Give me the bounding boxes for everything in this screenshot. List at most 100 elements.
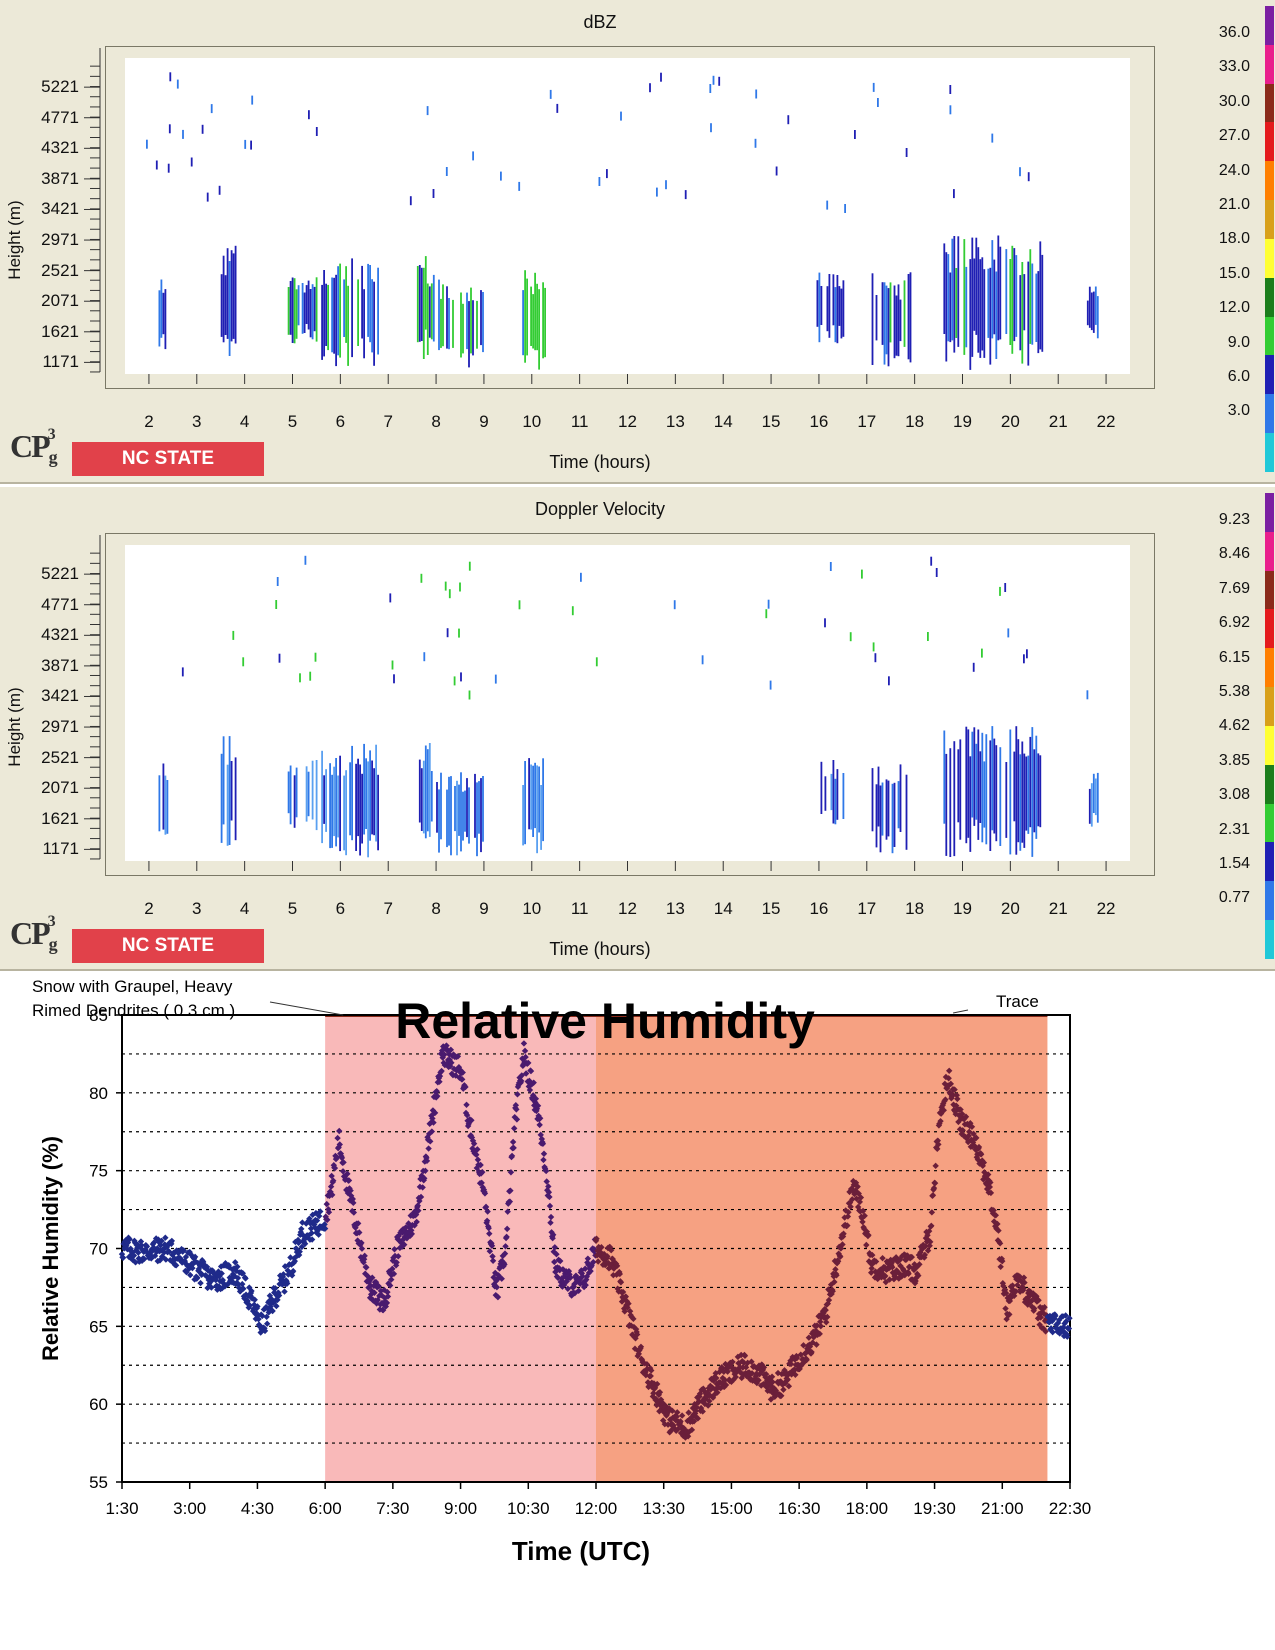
dbz-echo-cell-3 [377,267,379,355]
x-tick-label: 3:00 [173,1499,206,1518]
rh-data-point [356,1229,363,1236]
vel-echo-cell-3 [367,761,369,858]
dbz-noise-mark [155,160,158,170]
vel-echo-cell-5 [458,784,460,836]
rh-data-point [1036,1321,1043,1328]
cpg-logo: CPg3 [10,913,58,954]
trace-annotation-leader [953,1009,969,1014]
dbz-echo-cell-3 [333,277,335,354]
rh-data-point [390,1270,398,1278]
dbz-echo-cell-2 [301,283,304,334]
dbz-noise-mark [949,85,952,94]
rh-data-point [281,1288,288,1295]
velocity-plot-area [125,545,1130,861]
vel-noise-mark [299,673,301,683]
rh-data-point [383,1299,391,1307]
vel-noise-mark [849,632,852,642]
vel-echo-cell-2 [305,766,308,822]
vel-noise-mark [769,680,772,690]
rh-data-point [499,1252,507,1260]
x-tick-label: 19:30 [913,1499,956,1518]
dbz-echo-cell-1 [226,248,229,339]
vel-noise-mark [468,690,471,700]
x-tick-label: 18 [905,412,925,431]
x-tick-label: 14 [713,899,733,918]
dbz-echo-cell-10 [1094,286,1097,325]
vel-noise-mark [391,660,394,670]
rh-data-point [324,1216,331,1223]
vel-echo-cell-4 [430,771,433,822]
dbz-noise-mark [844,204,846,213]
colorbar-label: 33.0 [1218,58,1250,76]
colorbar-swatch [1265,687,1274,726]
vel-echo-cell-6 [530,764,532,830]
dbz-noise-mark [169,72,172,82]
velocity-frame [105,533,1155,876]
colorbar-swatch [1265,881,1274,921]
dbz-echo-cell-3 [331,277,333,353]
y-tick-label: 3421 [41,199,79,219]
rh-data-point [1035,1297,1042,1304]
vel-echo-cell-9 [973,727,976,826]
rh-data-point [869,1251,876,1259]
vel-echo-cell-9 [977,729,980,840]
rh-data-point [180,1247,187,1254]
x-tick-label: 10:30 [507,1499,550,1518]
rh-data-point [484,1208,491,1215]
vel-echo-cell-5 [462,791,464,841]
vel-echo-cell-3 [323,775,325,824]
colorbar-label: 9.23 [1218,511,1250,528]
x-tick-label: 9 [479,899,489,918]
vel-noise-mark [1086,690,1089,700]
rh-data-point [865,1258,873,1265]
dbz-echo-cell-2 [295,289,298,339]
rh-data-point [429,1107,437,1114]
rh-data-point [685,1409,692,1416]
rh-data-point [489,1253,496,1260]
rh-data-point [926,1242,933,1249]
dbz-echo-cell-9 [1035,273,1038,342]
dbz-echo-cell-8 [887,288,890,367]
y-tick-label: 5221 [41,564,79,584]
y-tick-label: 3871 [41,655,79,675]
vel-echo-cell-6 [522,785,524,846]
rh-data-point [375,1283,382,1290]
vel-echo-cell-6 [534,762,536,829]
dbz-echo-cell-9 [1029,249,1032,344]
dbz-echo-cell-3 [335,274,337,367]
dbz-echo-cell-6 [542,282,544,359]
x-tick-label: 9:00 [444,1499,477,1518]
rh-data-point [911,1261,918,1268]
rh-data-point [511,1125,518,1132]
dbz-noise-mark [201,124,204,134]
dbz-echo-cell-9 [1005,249,1008,334]
rh-data-point [385,1280,392,1287]
rh-data-point [572,1272,580,1279]
dbz-noise-mark [1027,172,1030,182]
colorbar-swatch [1265,200,1274,239]
rh-data-point [605,1259,612,1267]
dbz-echo-cell-4 [430,283,433,340]
rh-data-point [314,1226,322,1233]
colorbar-swatch [1265,725,1274,765]
dbz-echo-cell-9 [947,254,950,342]
rh-data-point [388,1276,395,1283]
rh-data-point [421,1175,428,1182]
dbz-echo-cell-9 [973,258,976,331]
vel-echo-cell-7 [836,769,839,820]
vel-noise-mark [242,657,245,667]
vel-echo-cell-9 [981,732,984,843]
dbz-noise-mark [308,110,310,120]
vel-echo-cell-2 [315,760,318,831]
dbz-echo-cell-7 [834,287,837,343]
vel-noise-mark [1023,654,1025,664]
colorbar-label: 15.0 [1218,264,1250,282]
rh-data-point [298,1243,306,1251]
dbz-noise-mark [244,139,247,149]
rh-data-point [148,1255,155,1262]
vel-echo-cell-8 [885,779,888,840]
rh-data-point [477,1161,484,1169]
vel-echo-cell-8 [887,780,890,837]
y-tick-label: 2071 [41,778,79,798]
vel-echo-cell-9 [949,748,952,857]
